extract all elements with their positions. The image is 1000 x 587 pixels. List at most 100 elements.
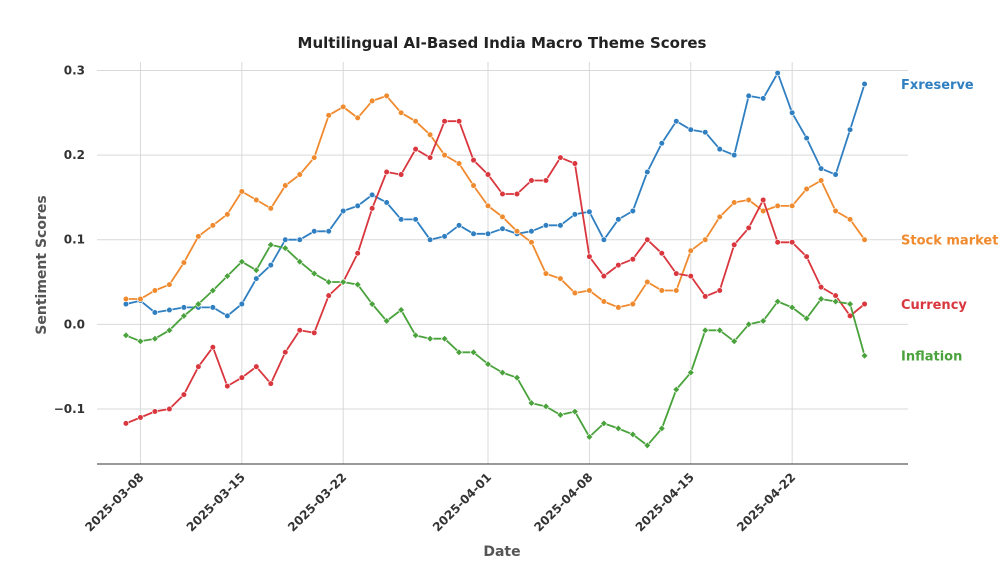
data-point: [643, 441, 652, 450]
x-tick-labels: 2025-03-08 2025-03-15 2025-03-22 2025-04-01…: [82, 470, 798, 534]
data-point: [600, 236, 607, 243]
data-point: [253, 275, 260, 282]
data-point: [527, 399, 536, 407]
series-layer: [122, 69, 869, 450]
data-point: [571, 289, 579, 297]
data-point: [499, 213, 506, 220]
data-point: [745, 224, 752, 231]
data-point: [165, 326, 174, 335]
data-point: [180, 304, 187, 311]
data-point: [585, 433, 594, 441]
data-point: [122, 300, 130, 308]
data-point: [325, 228, 332, 235]
data-point: [818, 284, 825, 291]
data-point: [672, 385, 681, 394]
data-point: [657, 424, 666, 433]
data-point: [629, 207, 636, 215]
data-point: [310, 269, 319, 278]
data-point: [832, 171, 839, 178]
data-point: [354, 114, 361, 121]
data-point: [412, 146, 419, 153]
data-point: [470, 182, 477, 189]
data-point: [760, 196, 767, 204]
data-point: [818, 177, 825, 184]
data-point: [282, 182, 289, 189]
data-point: [702, 236, 709, 243]
data-point: [542, 270, 550, 277]
data-point: [412, 118, 419, 125]
data-point: [325, 292, 332, 299]
data-point: [773, 297, 782, 306]
data-point: [383, 199, 390, 206]
x-tick-label: 2025-04-15: [633, 470, 697, 534]
data-point: [774, 69, 781, 77]
data-point: [209, 304, 216, 311]
data-point: [209, 222, 216, 229]
data-point: [224, 312, 231, 319]
data-point: [122, 331, 130, 340]
data-point: [209, 344, 216, 351]
data-point: [571, 407, 579, 416]
data-point: [151, 408, 159, 415]
x-tick-label: 2025-03-15: [184, 470, 248, 534]
data-point: [731, 199, 738, 206]
data-point: [513, 373, 521, 382]
data-point: [556, 411, 565, 419]
series-line-inflation: [125, 243, 866, 447]
data-point: [513, 190, 521, 198]
data-point: [195, 233, 202, 240]
data-point: [528, 239, 535, 246]
data-point: [789, 109, 796, 116]
data-point: [382, 317, 391, 325]
series-label-fxreserve: Fxreserve: [901, 78, 974, 93]
data-point: [368, 300, 376, 308]
data-point: [600, 419, 608, 428]
data-point: [224, 211, 231, 218]
data-point: [122, 420, 130, 427]
data-point: [469, 348, 478, 357]
data-point: [398, 109, 405, 116]
data-point: [455, 118, 463, 125]
data-point: [296, 171, 303, 178]
data-point: [151, 309, 159, 316]
data-point: [731, 151, 738, 159]
data-point: [861, 300, 868, 308]
y-axis-label: Sentiment Scores: [34, 195, 50, 334]
data-point: [484, 202, 492, 209]
data-point: [658, 140, 665, 147]
data-point: [715, 326, 724, 335]
data-point: [253, 196, 260, 204]
data-point: [803, 253, 810, 260]
data-point: [513, 228, 521, 235]
data-point: [137, 414, 144, 421]
y-tick-label: 0.2: [64, 148, 85, 162]
data-point: [295, 257, 304, 266]
data-point: [818, 165, 825, 172]
data-point: [455, 222, 463, 229]
data-point: [644, 168, 651, 176]
series-label-inflation: Inflation: [901, 350, 962, 365]
data-point: [673, 287, 680, 294]
data-point: [339, 278, 348, 286]
data-point: [673, 118, 680, 125]
data-point: [180, 259, 187, 266]
data-point: [832, 207, 839, 215]
data-point: [846, 300, 854, 308]
x-tick-label: 2025-04-08: [531, 470, 595, 534]
y-tick-label: 0.0: [64, 317, 85, 331]
data-point: [151, 334, 159, 343]
data-point: [860, 351, 869, 360]
data-point: [252, 266, 261, 275]
data-point: [687, 273, 694, 280]
data-point: [151, 287, 159, 294]
data-point: [687, 247, 694, 254]
data-point: [861, 236, 868, 243]
data-point: [571, 160, 579, 167]
x-tick-label: 2025-04-22: [734, 470, 798, 534]
data-point: [267, 205, 274, 212]
data-point: [760, 207, 767, 215]
data-point: [455, 160, 463, 167]
data-point: [774, 239, 781, 246]
data-point: [237, 257, 246, 266]
